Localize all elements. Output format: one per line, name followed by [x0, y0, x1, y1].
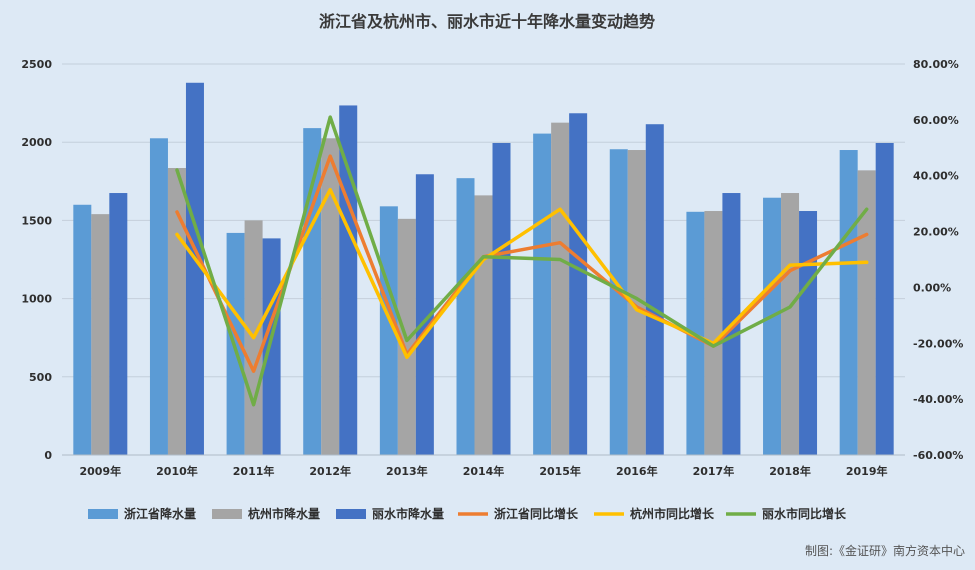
y-right-tick-label: -40.00% — [913, 393, 963, 406]
y-right-tick-label: 60.00% — [913, 114, 959, 127]
x-category-label: 2011年 — [233, 464, 275, 478]
bar-1 — [533, 133, 552, 455]
x-category-label: 2016年 — [616, 464, 658, 478]
bar-1 — [456, 178, 475, 455]
x-category-label: 2009年 — [80, 464, 122, 478]
y-right-tick-label: 80.00% — [913, 58, 959, 71]
y-right-tick-label: -20.00% — [913, 337, 963, 350]
chart-title: 浙江省及杭州市、丽水市近十年降水量变动趋势 — [319, 12, 655, 31]
bar-3 — [645, 124, 664, 456]
bar-3 — [799, 211, 818, 455]
bar-2 — [91, 214, 110, 455]
bar-2 — [627, 150, 646, 455]
bar-1 — [839, 150, 858, 455]
x-category-label: 2015年 — [539, 464, 581, 478]
y-left-tick-label: 1500 — [21, 214, 52, 227]
legend-label: 浙江省同比增长 — [494, 506, 579, 521]
y-left-tick-label: 500 — [29, 371, 52, 384]
y-right-tick-label: -60.00% — [913, 449, 963, 462]
legend-label: 丽水市同比增长 — [762, 506, 847, 521]
bar-3 — [875, 142, 894, 455]
bar-3 — [262, 238, 281, 455]
bar-2 — [321, 138, 340, 456]
bar-2 — [781, 193, 800, 455]
y-left-tick-label: 0 — [44, 449, 52, 462]
y-right-tick-label: 0.00% — [913, 281, 951, 294]
axes: 0 500 1000 1500 2000 2500 -60.00% -40.00% -20.00… — [21, 58, 963, 478]
y-right-tick-label: 40.00% — [913, 170, 959, 183]
legend-label: 浙江省降水量 — [124, 506, 196, 521]
legend-swatch — [336, 509, 366, 519]
bar-3 — [339, 105, 358, 456]
bar-2 — [857, 170, 876, 456]
y-left-tick-label: 2000 — [21, 136, 52, 149]
x-category-label: 2014年 — [463, 464, 505, 478]
bar-3 — [415, 174, 434, 455]
growth-line-3 — [175, 115, 869, 407]
bar-1 — [149, 138, 168, 456]
bar-2 — [551, 122, 570, 456]
legend-swatch — [212, 509, 242, 519]
x-category-label: 2010年 — [156, 464, 198, 478]
bar-2 — [704, 211, 723, 455]
bar-1 — [303, 128, 322, 455]
bar-1 — [73, 204, 92, 455]
bar-1 — [379, 206, 398, 455]
legend-label: 丽水市降水量 — [372, 506, 444, 521]
bar-3 — [492, 142, 511, 455]
bars — [73, 82, 894, 456]
bar-1 — [609, 149, 628, 455]
y-left-tick-label: 2500 — [21, 58, 52, 71]
x-category-label: 2017年 — [693, 464, 735, 478]
bar-3 — [185, 82, 204, 455]
bar-3 — [109, 193, 128, 455]
y-right-tick-label: 20.00% — [913, 226, 959, 239]
bar-3 — [569, 113, 588, 456]
legend-label: 杭州市同比增长 — [630, 506, 715, 521]
x-category-label: 2012年 — [309, 464, 351, 478]
legend: 浙江省降水量 杭州市降水量 丽水市降水量 浙江省同比增长 杭州市同比增长 丽水市同比增长 — [88, 506, 847, 521]
x-category-label: 2013年 — [386, 464, 428, 478]
x-category-label: 2018年 — [769, 464, 811, 478]
x-category-label: 2019年 — [846, 464, 888, 478]
legend-label: 杭州市降水量 — [248, 506, 320, 521]
legend-swatch — [88, 509, 118, 519]
bar-2 — [474, 195, 493, 455]
growth-lines — [175, 115, 869, 407]
bar-1 — [763, 197, 782, 456]
y-left-tick-label: 1000 — [21, 293, 52, 306]
credit-text: 制图:《金证研》南方资本中心 — [805, 543, 965, 558]
